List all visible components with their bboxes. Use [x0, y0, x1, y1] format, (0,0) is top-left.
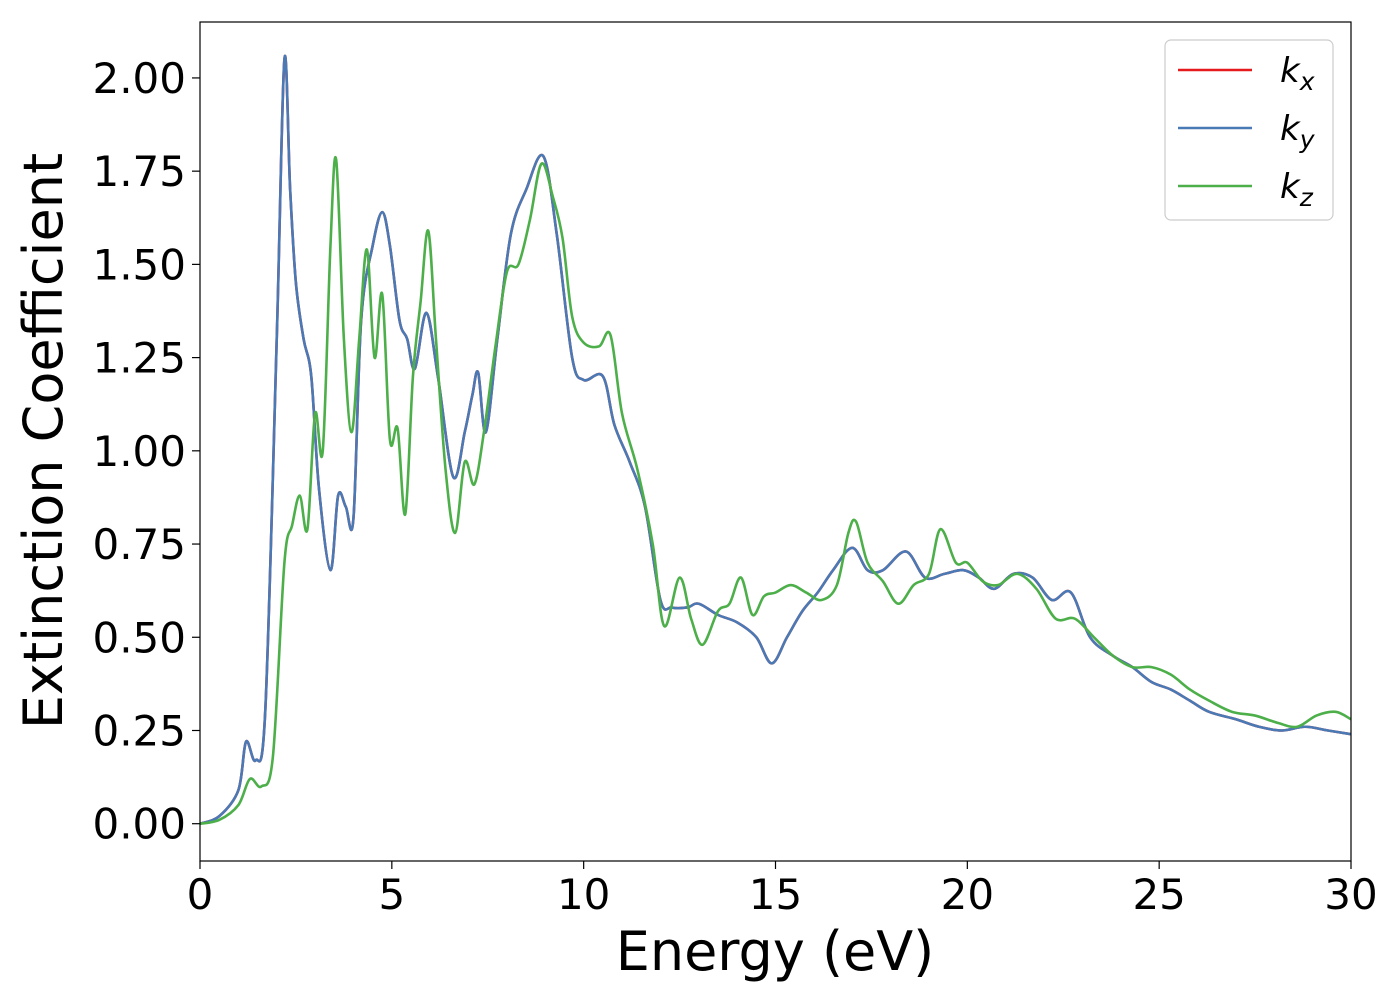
y-axis-ticks: 0.00 0.25 0.50 0.75 1.00 1.25 1.50 1.75 2.00	[92, 54, 200, 849]
x-tick-label: 5	[378, 870, 405, 919]
y-tick-label: 2.00	[92, 54, 186, 103]
plot-frame	[199, 21, 1352, 862]
legend-box	[1164, 39, 1334, 221]
x-axis-ticks: 0 5 10 15 20 25 30	[187, 861, 1378, 919]
y-tick-label: 1.00	[92, 427, 186, 476]
y-tick-label: 0.00	[92, 800, 186, 849]
y-tick-label: 0.75	[92, 520, 186, 569]
y-tick-label: 0.50	[92, 613, 186, 662]
x-tick-label: 30	[1324, 870, 1377, 919]
x-tick-label: 0	[187, 870, 214, 919]
y-tick-label: 1.50	[92, 240, 186, 289]
y-tick-label: 1.75	[92, 147, 186, 196]
x-tick-label: 10	[557, 870, 610, 919]
y-tick-label: 1.25	[92, 334, 186, 383]
x-tick-label: 15	[749, 870, 802, 919]
x-tick-label: 20	[941, 870, 994, 919]
legend-label-ky: ky	[1280, 109, 1316, 154]
series-line-ky	[199, 54, 1352, 825]
y-axis-label: Extinction Coefficient	[12, 153, 75, 729]
y-tick-label: 0.25	[92, 706, 186, 755]
series-group	[199, 54, 1352, 825]
series-line-kz	[199, 156, 1352, 825]
x-tick-label: 25	[1132, 870, 1185, 919]
x-axis-label: Energy (eV)	[616, 920, 935, 983]
